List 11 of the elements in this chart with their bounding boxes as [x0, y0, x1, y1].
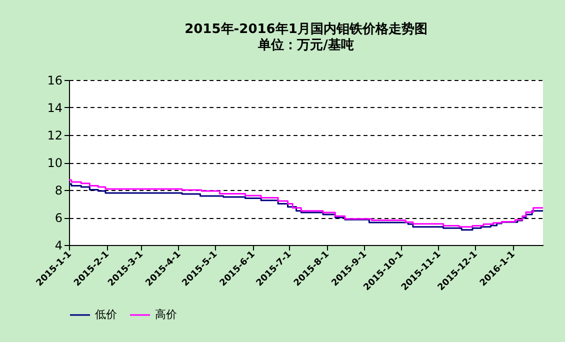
- legend-label: 低价: [95, 308, 117, 321]
- y-tick-label: 10: [47, 156, 62, 170]
- y-tick-label: 12: [47, 128, 62, 142]
- y-tick-label: 8: [54, 184, 62, 198]
- y-tick-label: 4: [54, 238, 62, 252]
- chart-title: 2015年-2016年1月国内钼铁价格走势图: [184, 21, 428, 37]
- chart-subtitle: 单位：万元/基吨: [257, 37, 354, 53]
- legend-label: 高价: [155, 308, 177, 321]
- y-tick-label: 16: [47, 74, 62, 88]
- y-tick-label: 14: [47, 101, 62, 115]
- y-tick-label: 6: [54, 211, 62, 225]
